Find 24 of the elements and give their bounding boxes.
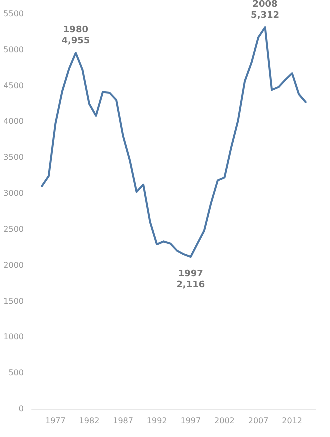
y-tick-label: 2500 <box>4 224 24 234</box>
y-tick-label: 3000 <box>4 189 24 198</box>
y-tick-label: 0 <box>18 404 24 414</box>
annotation: 1997 2,116 <box>176 270 206 291</box>
line-series <box>41 26 307 258</box>
y-tick-label: 500 <box>8 368 24 378</box>
y-tick-label: 4000 <box>4 117 24 126</box>
x-tick-label: 1997 <box>180 416 202 426</box>
annotation: 1980 4,955 <box>62 26 90 47</box>
x-tick-label: 1982 <box>79 416 100 426</box>
y-tick-label: 5000 <box>4 45 24 54</box>
y-tick-label: 4500 <box>4 81 24 90</box>
x-tick-label: 2012 <box>282 416 303 426</box>
y-tick-label: 1500 <box>4 296 24 306</box>
x-tick-label: 1977 <box>45 416 66 426</box>
x-tick-label: 2007 <box>248 416 269 426</box>
y-tick-label: 5500 <box>4 10 24 18</box>
x-tick-label: 2002 <box>214 416 235 426</box>
x-tick-label: 1987 <box>113 416 134 426</box>
x-tick-label: 1992 <box>146 416 168 426</box>
annotation: 2008 5,312 <box>251 0 280 21</box>
y-tick-label: 1000 <box>4 332 24 342</box>
y-tick-label: 3500 <box>4 153 24 162</box>
y-tick-label: 2000 <box>4 260 24 270</box>
